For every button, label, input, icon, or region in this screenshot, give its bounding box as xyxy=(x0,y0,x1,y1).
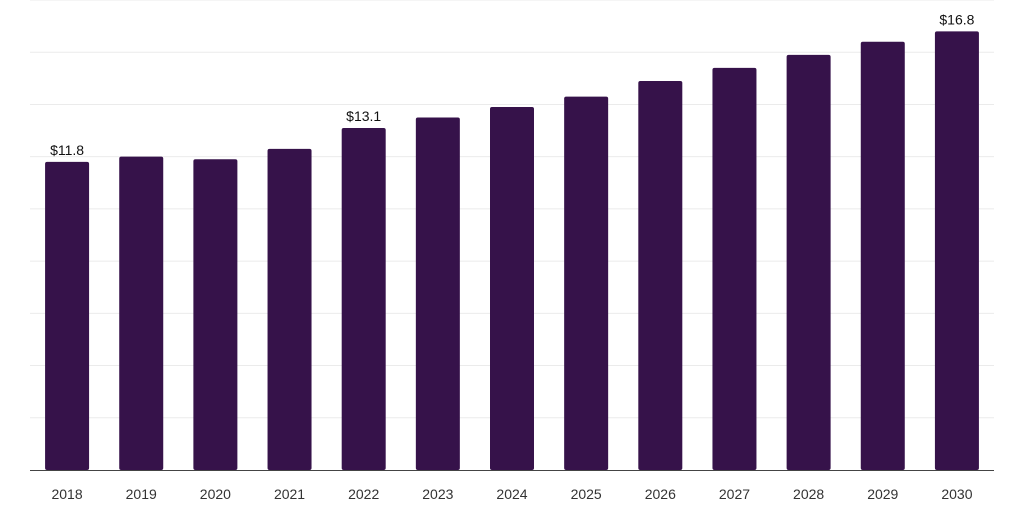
x-tick-label: 2030 xyxy=(941,486,972,502)
x-tick-label: 2019 xyxy=(126,486,157,502)
bar-2030 xyxy=(934,31,979,470)
x-tick-label: 2027 xyxy=(719,486,750,502)
bar-2022 xyxy=(341,127,386,470)
bar-2024 xyxy=(490,107,534,471)
x-tick-label: 2021 xyxy=(274,486,305,502)
bar-2020 xyxy=(193,159,238,470)
bar-2019 xyxy=(119,156,164,470)
bar-2027 xyxy=(712,67,757,470)
bar-2021 xyxy=(267,148,312,471)
bar-2028 xyxy=(786,54,831,470)
data-label: $11.8 xyxy=(50,142,84,158)
data-labels: $11.8 $13.1 $16.8 xyxy=(50,11,975,158)
bar-2023 xyxy=(415,117,460,470)
x-tick-label: 2022 xyxy=(348,486,379,502)
data-label: $13.1 xyxy=(346,108,381,124)
x-tick-label: 2029 xyxy=(867,486,898,502)
x-axis-ticks: 2018 2019 2020 2021 2022 2023 2024 2025 2026 2027… xyxy=(51,486,972,502)
bars xyxy=(45,31,979,471)
x-tick-label: 2025 xyxy=(571,486,602,502)
x-tick-label: 2028 xyxy=(793,486,824,502)
bar-2018 xyxy=(45,161,90,470)
x-tick-label: 2026 xyxy=(645,486,676,502)
x-tick-label: 2024 xyxy=(496,486,527,502)
data-label: $16.8 xyxy=(939,11,974,27)
x-tick-label: 2023 xyxy=(422,486,453,502)
bar-2025 xyxy=(564,96,609,470)
bar-2026 xyxy=(638,80,683,470)
x-tick-label: 2020 xyxy=(200,486,231,502)
bar-2029 xyxy=(860,41,905,471)
x-tick-label: 2018 xyxy=(51,486,82,502)
